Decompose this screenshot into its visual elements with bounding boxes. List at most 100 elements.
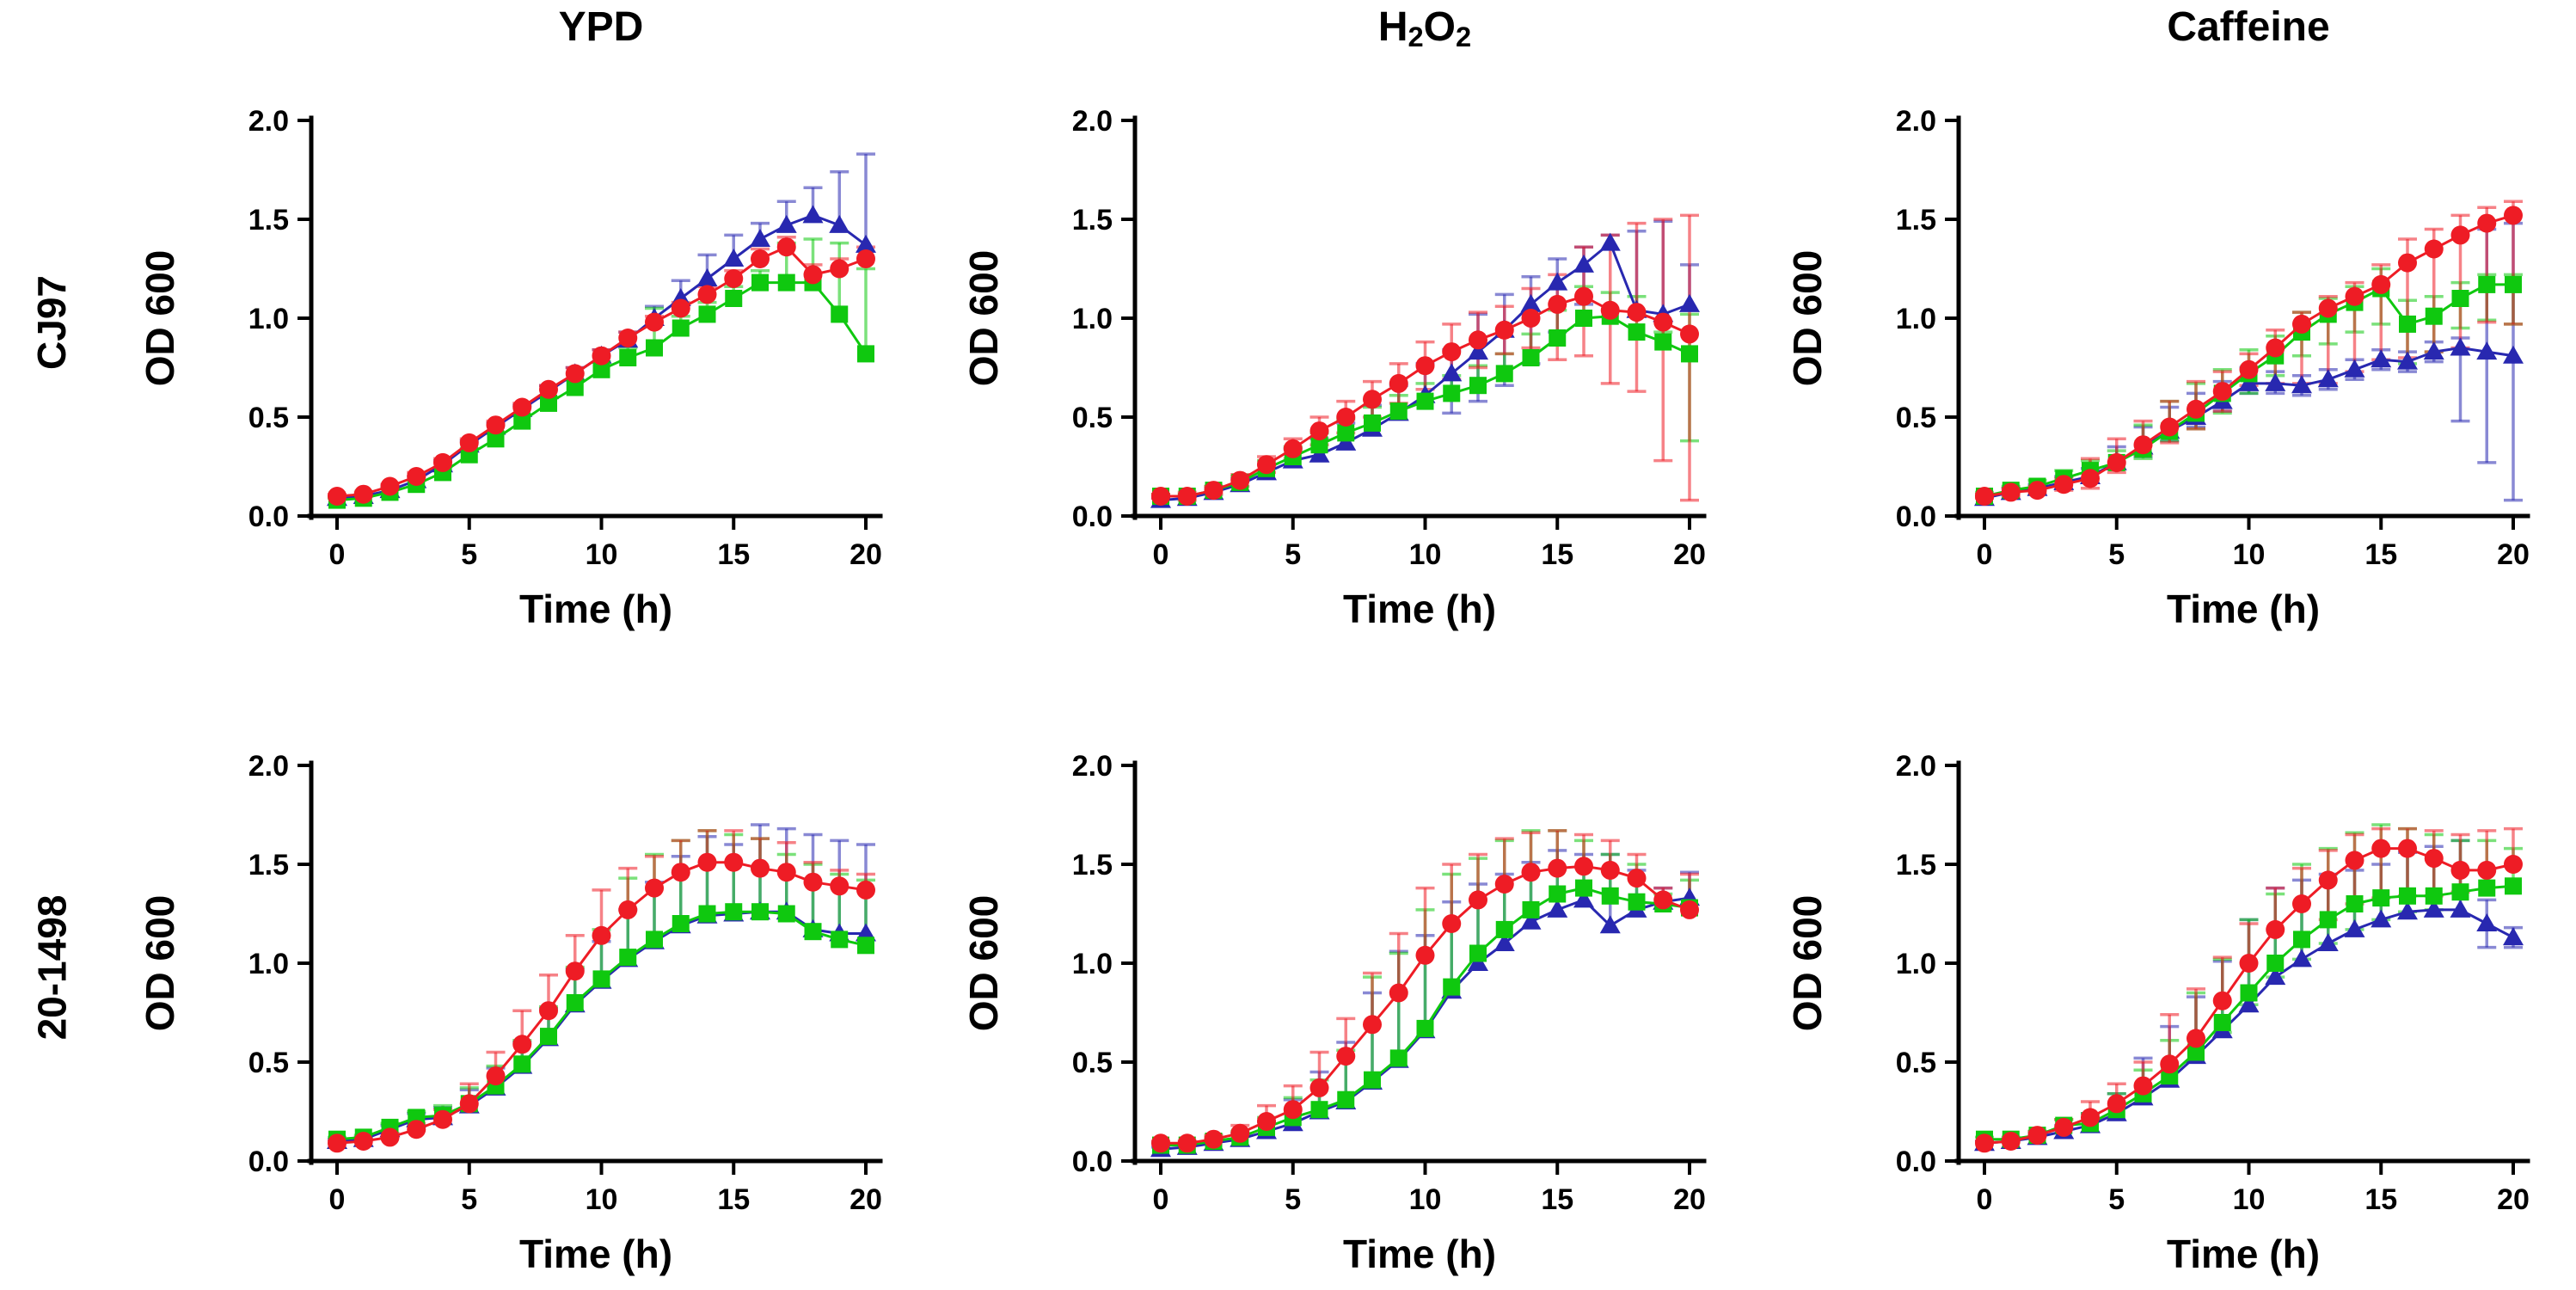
y-tick-label: 0.5 <box>1072 1047 1113 1079</box>
series-red-circles <box>328 237 875 506</box>
y-tick-label: 1.5 <box>248 204 289 236</box>
x-tick-label: 10 <box>2233 1183 2266 1216</box>
x-tick-label: 20 <box>1673 1183 1706 1216</box>
x-tick-label: 10 <box>1409 1183 1442 1216</box>
y-tick-label: 1.0 <box>1896 948 1936 980</box>
column-title-part: O <box>1423 4 1456 50</box>
series-green-squares <box>1976 877 2522 1148</box>
x-axis-label: Time (h) <box>1343 587 1496 631</box>
y-tick-label: 0.0 <box>1896 501 1936 533</box>
x-tick-label: 15 <box>2364 1183 2397 1216</box>
y-tick-label: 1.5 <box>248 849 289 882</box>
x-tick-label: 0 <box>1977 1183 1993 1216</box>
chart-cell-20-1498-h2o2: 0.0 0.5 1.0 1.5 2.0 0 5 10 15 20 OD 600 Time (h) <box>929 645 1752 1290</box>
column-title-part: Caffeine <box>2167 4 2330 50</box>
y-tick-label: 0.5 <box>1896 1047 1936 1079</box>
y-tick-label: 2.0 <box>1072 105 1113 138</box>
axes <box>297 115 883 530</box>
y-tick-label: 1.0 <box>1072 303 1113 335</box>
x-axis-label: Time (h) <box>2167 587 2320 631</box>
x-axis-label: Time (h) <box>1343 1232 1496 1276</box>
y-tick-label: 0.0 <box>1072 501 1113 533</box>
chart-cell-cj97-h2o2: H2O2 0.0 0.5 1.0 1.5 2.0 0 5 10 15 20 OD 600 Time (… <box>929 0 1752 645</box>
chart-20-1498-caffeine: 0.0 0.5 1.0 1.5 2.0 0 5 10 15 20 OD 600 Time (h) <box>1785 750 2530 1276</box>
axes <box>1121 760 1707 1175</box>
y-tick-label: 1.0 <box>248 303 289 335</box>
x-tick-label: 5 <box>2108 538 2125 571</box>
chart-cell-cj97-caffeine: Caffeine 0.0 0.5 1.0 1.5 2.0 0 5 10 15 20 OD 600 Ti… <box>1752 0 2576 645</box>
y-axis-label: OD 600 <box>138 250 182 387</box>
y-tick-label: 0.5 <box>1072 402 1113 434</box>
series-red-circles <box>1975 838 2523 1153</box>
column-title-part: 2 <box>1456 21 1472 53</box>
column-title-caffeine: Caffeine <box>1922 3 2575 51</box>
row-label-cj97-text: CJ97 <box>29 275 74 370</box>
x-tick-label: 0 <box>329 538 346 571</box>
x-tick-label: 0 <box>1153 538 1169 571</box>
x-tick-label: 15 <box>2364 538 2397 571</box>
x-axis-label: Time (h) <box>519 587 672 631</box>
column-title-h2o2: H2O2 <box>1098 3 1751 53</box>
series-red-circles <box>1151 286 1699 506</box>
y-tick-label: 1.0 <box>1896 303 1936 335</box>
y-tick-label: 2.0 <box>1896 750 1936 783</box>
y-tick-label: 2.0 <box>1896 105 1936 138</box>
x-tick-label: 10 <box>2233 538 2266 571</box>
y-axis-label: OD 600 <box>961 895 1006 1032</box>
chart-cj97-h2o2: 0.0 0.5 1.0 1.5 2.0 0 5 10 15 20 OD 600 Time (h) <box>961 105 1707 631</box>
y-axis-label: OD 600 <box>1785 250 1830 387</box>
y-tick-label: 0.5 <box>1896 402 1936 434</box>
x-tick-label: 20 <box>849 538 882 571</box>
y-axis-label: OD 600 <box>138 895 182 1032</box>
x-tick-label: 15 <box>1541 538 1573 571</box>
y-tick-label: 1.5 <box>1896 204 1936 236</box>
row-label-cj97: CJ97 <box>0 0 103 645</box>
x-tick-label: 0 <box>329 1183 346 1216</box>
x-tick-label: 20 <box>2497 538 2530 571</box>
chart-cell-20-1498-ypd: 0.0 0.5 1.0 1.5 2.0 0 5 10 15 20 OD 600 Time (h) <box>105 645 929 1290</box>
x-tick-label: 15 <box>717 1183 750 1216</box>
y-tick-label: 0.0 <box>1896 1146 1936 1178</box>
x-tick-label: 20 <box>849 1183 882 1216</box>
column-title-part: YPD <box>558 4 644 50</box>
y-tick-label: 1.5 <box>1072 849 1113 882</box>
y-tick-label: 0.0 <box>248 1146 289 1178</box>
axes <box>1945 760 2530 1175</box>
axes <box>1945 115 2530 530</box>
x-axis-label: Time (h) <box>2167 1232 2320 1276</box>
chart-cell-20-1498-caffeine: 0.0 0.5 1.0 1.5 2.0 0 5 10 15 20 OD 600 Time (h) <box>1752 645 2576 1290</box>
y-axis-label: OD 600 <box>961 250 1006 387</box>
y-tick-label: 2.0 <box>248 750 289 783</box>
y-tick-label: 0.5 <box>248 1047 289 1079</box>
chart-20-1498-h2o2: 0.0 0.5 1.0 1.5 2.0 0 5 10 15 20 OD 600 Time (h) <box>961 750 1707 1276</box>
y-axis-label: OD 600 <box>1785 895 1830 1032</box>
x-tick-label: 5 <box>461 1183 477 1216</box>
y-tick-label: 1.0 <box>1072 948 1113 980</box>
column-title-ypd: YPD <box>274 3 928 51</box>
x-tick-label: 5 <box>1285 1183 1301 1216</box>
y-tick-label: 1.5 <box>1896 849 1936 882</box>
chart-cj97-ypd: 0.0 0.5 1.0 1.5 2.0 0 5 10 15 20 OD 600 Time (h) <box>138 105 883 631</box>
x-tick-label: 5 <box>2108 1183 2125 1216</box>
x-tick-label: 10 <box>1409 538 1442 571</box>
y-tick-label: 0.0 <box>1072 1146 1113 1178</box>
series-red-circles <box>328 852 875 1153</box>
series-red-circles <box>1975 206 2523 506</box>
y-tick-label: 0.0 <box>248 501 289 533</box>
x-tick-label: 10 <box>586 538 618 571</box>
y-tick-label: 1.5 <box>1072 204 1113 236</box>
x-tick-label: 20 <box>1673 538 1706 571</box>
x-tick-label: 5 <box>461 538 477 571</box>
axes <box>1121 115 1707 530</box>
y-tick-label: 0.5 <box>248 402 289 434</box>
column-title-part: H <box>1377 4 1408 50</box>
x-tick-label: 15 <box>1541 1183 1573 1216</box>
x-axis-label: Time (h) <box>519 1232 672 1276</box>
chart-cell-cj97-ypd: YPD 0.0 0.5 1.0 1.5 2.0 0 5 10 15 20 OD 600 Time (h… <box>105 0 929 645</box>
column-title-part: 2 <box>1408 21 1424 53</box>
chart-cj97-caffeine: 0.0 0.5 1.0 1.5 2.0 0 5 10 15 20 OD 600 Time (h) <box>1785 105 2530 631</box>
row-label-20-1498-text: 20-1498 <box>29 894 75 1041</box>
x-tick-label: 20 <box>2497 1183 2530 1216</box>
x-tick-label: 0 <box>1153 1183 1169 1216</box>
